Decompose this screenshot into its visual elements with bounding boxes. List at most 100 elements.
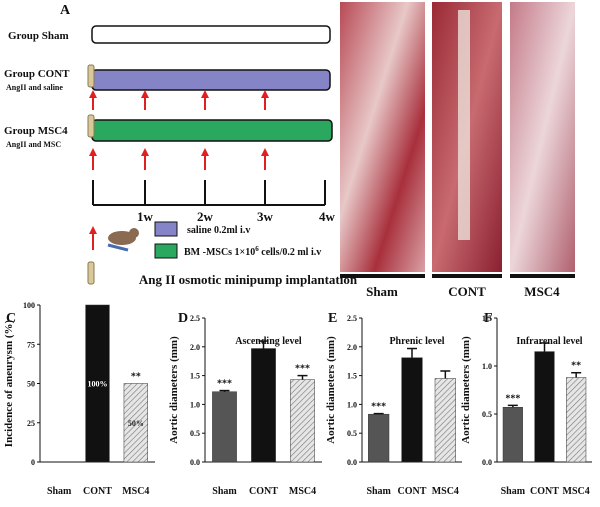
- y-tick-label: 0: [31, 458, 35, 467]
- arrow-head: [89, 90, 97, 98]
- arrow-head: [201, 148, 209, 156]
- group-bar: [91, 119, 333, 142]
- arrow-head: [201, 90, 209, 98]
- bar: [251, 348, 276, 463]
- x-tick-label: Sham: [212, 486, 237, 497]
- y-tick-label: 1.0: [482, 362, 492, 371]
- legend-swatch: [154, 221, 178, 237]
- group-detail: AngII and saline: [6, 83, 63, 92]
- photo-bar: [510, 274, 575, 278]
- bar: [212, 391, 237, 463]
- photo: [340, 2, 425, 272]
- bar: [566, 377, 587, 463]
- y-tick-label: 1.0: [190, 400, 200, 409]
- aorta: [458, 10, 470, 240]
- significance: **: [571, 361, 581, 372]
- panel-label: E: [328, 311, 337, 326]
- photo-label: MSC4: [524, 284, 560, 299]
- x-tick-label: CONT: [530, 486, 559, 497]
- panel-label: A: [60, 3, 71, 18]
- y-tick-label: 0.0: [482, 458, 492, 467]
- y-tick-label: 0.5: [190, 429, 200, 438]
- pump-icons: [87, 64, 139, 285]
- legend-text: cells/0.2 ml i.v: [259, 247, 322, 258]
- y-tick-label: 1.5: [347, 372, 357, 381]
- arrow-head: [89, 148, 97, 156]
- bar: [290, 379, 315, 463]
- y-tick-label: 1.5: [190, 372, 200, 381]
- photo: [510, 2, 575, 272]
- legend-swatch: [154, 243, 178, 259]
- y-axis-label: Aortic diameters (mm): [168, 336, 180, 444]
- photo-label: Sham: [366, 284, 398, 299]
- y-tick-label: 1.0: [347, 400, 357, 409]
- legend-text: BM -MSCs 1×10: [184, 247, 255, 258]
- y-axis-label: Aortic diameters (mm): [460, 336, 472, 444]
- x-tick-label: CONT: [83, 486, 112, 497]
- bar: [401, 357, 423, 463]
- significance: ***: [371, 402, 386, 413]
- value-label: 50%: [128, 419, 144, 428]
- x-tick-label: Sham: [366, 486, 391, 497]
- panel-label: F: [484, 311, 493, 326]
- y-tick-label: 2.0: [190, 343, 200, 352]
- y-tick-label: 50: [27, 380, 35, 389]
- significance: ***: [505, 393, 520, 404]
- chart-title: Ascending level: [235, 336, 302, 347]
- arrow-head: [141, 148, 149, 156]
- panel-label: C: [6, 311, 16, 326]
- significance: ***: [295, 364, 310, 375]
- group-name: Group Sham: [8, 30, 69, 42]
- y-tick-label: 2.0: [347, 343, 357, 352]
- superscript: 6: [255, 245, 259, 253]
- footer: Ang II osmotic minipump implantation: [139, 272, 358, 287]
- y-axis-label: Aortic diameters (mm): [325, 336, 337, 444]
- group-bar: [91, 69, 331, 91]
- week-label: 1w: [137, 209, 154, 224]
- y-tick-label: 100: [23, 301, 35, 310]
- x-tick-label: MSC4: [563, 486, 590, 497]
- chart-title: Phrenic level: [389, 336, 444, 347]
- y-tick-label: 75: [27, 340, 35, 349]
- arrow-head: [141, 90, 149, 98]
- bar: [368, 413, 390, 463]
- y-tick-label: 25: [27, 419, 35, 428]
- bar: [123, 383, 148, 463]
- arrows: [89, 90, 269, 170]
- bar: [502, 407, 523, 463]
- bar: [85, 304, 110, 463]
- week-label: 3w: [257, 209, 274, 224]
- y-tick-label: 2.5: [347, 314, 357, 323]
- timeline: [92, 180, 326, 206]
- x-tick-label: MSC4: [432, 486, 459, 497]
- x-tick-label: MSC4: [122, 486, 149, 497]
- arrow-head: [261, 90, 269, 98]
- panel-label: D: [178, 311, 188, 326]
- bar: [434, 378, 456, 463]
- significance: **: [131, 372, 141, 383]
- arrow-head: [261, 148, 269, 156]
- group-name: Group MSC4: [4, 125, 68, 137]
- photo-bar: [432, 274, 502, 278]
- y-tick-label: 0.0: [190, 458, 200, 467]
- chart-title: Infrarenal level: [516, 336, 582, 347]
- x-tick-label: MSC4: [289, 486, 316, 497]
- photo-label: CONT: [448, 284, 486, 299]
- y-axis-label: Incidence of aneurysm (%): [3, 319, 15, 447]
- group-bar: [91, 25, 331, 44]
- y-tick-label: 0.5: [347, 429, 357, 438]
- y-tick-label: 2.5: [190, 314, 200, 323]
- y-tick-label: 1.5: [482, 314, 492, 323]
- group-name: Group CONT: [4, 68, 70, 80]
- photo-bar: [340, 274, 425, 278]
- week-label: 2w: [197, 209, 214, 224]
- legend-text: BM -MSCs 1×106 cells/0.2 ml i.v: [184, 245, 321, 258]
- y-tick-label: 0.5: [482, 410, 492, 419]
- x-tick-label: CONT: [398, 486, 427, 497]
- x-tick-label: Sham: [47, 486, 72, 497]
- significance: ***: [217, 379, 232, 390]
- week-label: 4w: [319, 209, 336, 224]
- y-tick-label: 0.0: [347, 458, 357, 467]
- group-detail: AngII and MSC: [6, 140, 61, 149]
